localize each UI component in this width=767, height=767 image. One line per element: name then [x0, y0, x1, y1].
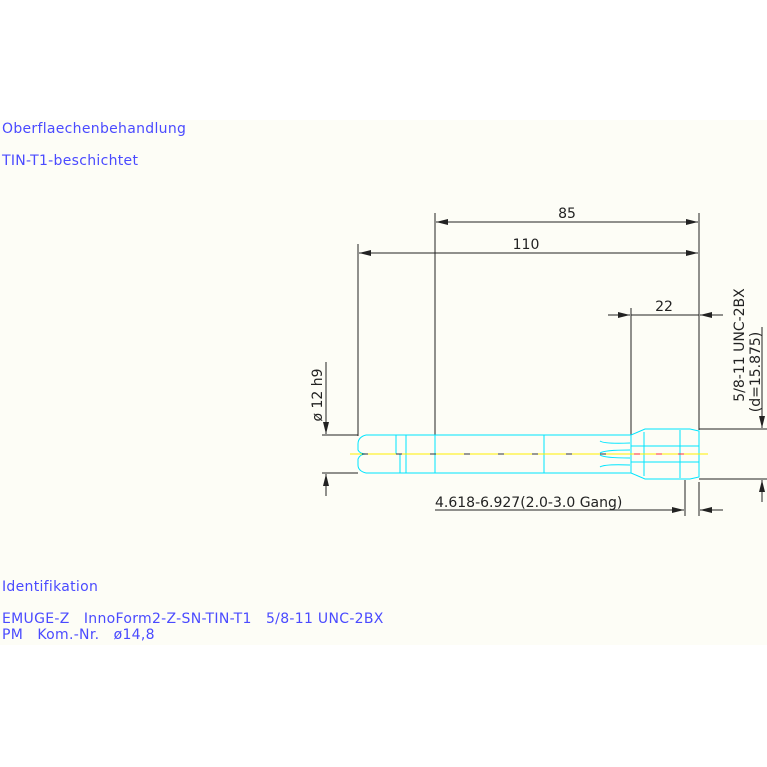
- identification-line-1: EMUGE-Z InnoForm2-Z-SN-TIN-T1 5/8-11 UNC…: [2, 611, 384, 627]
- identification-heading: Identifikation: [2, 579, 99, 595]
- drawing-area: [0, 120, 767, 645]
- surface-heading: Oberflaechenbehandlung: [2, 121, 187, 137]
- dim-text-85: 85: [558, 206, 576, 222]
- identification-line-2: PM Kom.-Nr. ø14,8: [2, 627, 155, 643]
- dim-text-thread-spec: 5/8-11 UNC-2BX: [732, 288, 748, 402]
- dim-text-110: 110: [513, 237, 540, 253]
- dim-text-thread-diameter: (d=15.875): [748, 332, 764, 413]
- dim-text-diameter: ø 12 h9: [310, 368, 326, 421]
- dim-text-chamfer: 4.618-6.927(2.0-3.0 Gang): [435, 495, 622, 511]
- surface-value: TIN-T1-beschichtet: [2, 153, 139, 169]
- dim-text-22: 22: [655, 299, 673, 315]
